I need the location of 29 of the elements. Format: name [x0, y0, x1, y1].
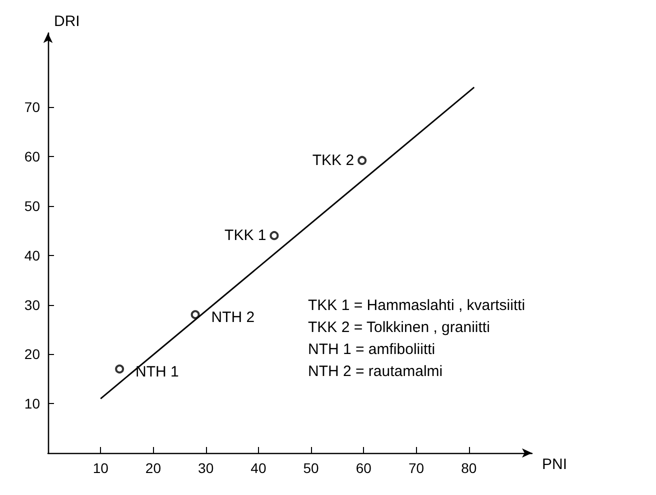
x-tick-label: 70	[408, 460, 424, 476]
annotation: TKK 2 = Tolkkinen , graniitti	[308, 319, 490, 336]
y-tick-label: 20	[24, 346, 40, 362]
x-tick-label: 20	[145, 460, 162, 476]
x-axis-title: PNI	[542, 456, 568, 473]
y-axis-title: DRI	[54, 13, 80, 30]
point	[115, 364, 124, 374]
y-tick-label: 60	[24, 148, 40, 165]
y-tick-label: 40	[24, 247, 40, 264]
annotation: TKK 1	[224, 227, 266, 244]
x-tick-label: 30	[198, 460, 214, 476]
point	[270, 231, 279, 240]
x-tick-label: 60	[356, 460, 372, 476]
annotation: NTH 1	[136, 364, 179, 380]
y-tick-label: 30	[24, 296, 40, 313]
point	[190, 310, 200, 320]
x-tick-label: 40	[250, 460, 266, 476]
x-tick-label: 80	[461, 460, 477, 476]
x-tick-label: 10	[92, 460, 109, 476]
y-tick-label: 10	[24, 396, 40, 412]
point	[358, 156, 367, 165]
annotation: NTH 1 = amfiboliitti	[308, 341, 436, 358]
annotation: TKK 2	[312, 152, 354, 169]
y-tick-label: 70	[24, 99, 40, 116]
y-tick-label: 50	[24, 198, 40, 214]
annotation: NTH 2	[211, 309, 255, 326]
x-tick-label: 50	[303, 460, 320, 476]
annotation: TKK 1 = Hammaslahti , kvartsiitti	[308, 297, 526, 314]
annotation: NTH 2 = rautamalmi	[308, 363, 443, 380]
